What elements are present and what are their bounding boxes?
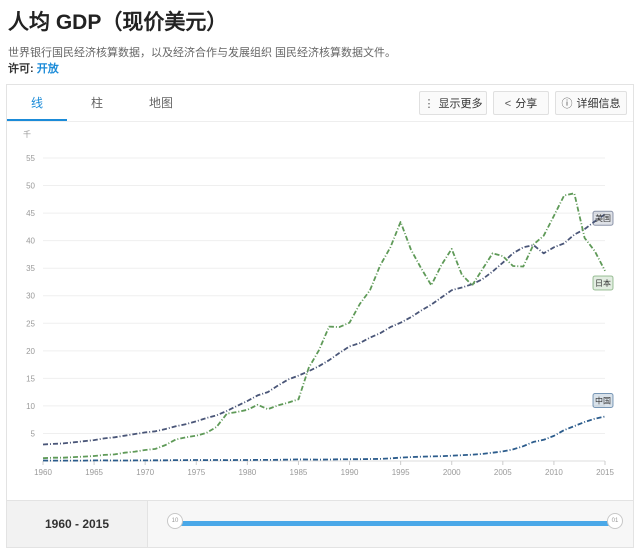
source-description: 世界银行国民经济核算数据，以及经济合作与发展组织 国民经济核算数据文件。	[8, 47, 397, 59]
share-label: 分享	[515, 98, 538, 110]
license-link[interactable]: 开放	[36, 63, 59, 75]
y-tick-label: 15	[26, 374, 35, 383]
x-tick-label: 2015	[596, 468, 614, 477]
x-tick-label: 2005	[494, 468, 512, 477]
series-end-label-box	[592, 210, 614, 226]
y-tick-label: 10	[26, 402, 35, 411]
x-axis: 1960 1965 1970 1975 1980 1985 1990 1995 2000 2005…	[34, 460, 614, 477]
series-line-usa	[42, 213, 606, 446]
series-line-china	[42, 415, 606, 462]
details-button[interactable]: ⓘ 详细信息	[555, 91, 627, 115]
series-end-label-usa: 美国	[595, 213, 611, 223]
x-tick-label: 1985	[290, 468, 308, 477]
y-unit-label: 千	[23, 129, 31, 139]
year-range-label: 1960 - 2015	[7, 501, 148, 547]
vertical-dots-icon: ⋮	[423, 98, 435, 110]
tab-map[interactable]: 地图	[148, 96, 173, 110]
details-label: 详细信息	[576, 98, 621, 110]
series-end-label-box	[592, 393, 614, 409]
x-tick-label: 1960	[34, 468, 52, 477]
show-more-label: 显示更多	[438, 98, 483, 110]
page-title: 人均 GDP（现价美元）	[8, 11, 228, 34]
license-line: 许可: 开放	[8, 60, 59, 76]
x-tick-label: 1970	[136, 468, 154, 477]
info-icon: ⓘ	[561, 98, 573, 110]
tab-bar[interactable]: 柱	[90, 96, 103, 110]
time-range-footer: 1960 - 2015 10 01	[6, 500, 634, 548]
slider-start-handle[interactable]: 10	[167, 513, 183, 529]
license-label: 许可:	[8, 63, 34, 75]
y-tick-label: 40	[26, 237, 35, 246]
y-tick-label: 55	[26, 154, 35, 163]
series-end-label-box	[592, 275, 614, 291]
y-tick-label: 5	[31, 429, 36, 438]
year-range-track[interactable]	[175, 521, 615, 526]
y-tick-label: 30	[26, 292, 35, 301]
chart-panel: 线 柱 地图 ⋮ 显示更多 < 分享 ⓘ 详细信息 千 5 10 15 20 25 30 35 40…	[6, 84, 634, 500]
y-tick-label: 50	[26, 182, 35, 191]
x-tick-label: 1980	[238, 468, 256, 477]
y-tick-label: 25	[26, 319, 35, 328]
y-tick-label: 45	[26, 209, 35, 218]
y-tick-label: 20	[26, 347, 35, 356]
tab-line[interactable]: 线	[7, 85, 67, 121]
y-tick-label: 35	[26, 264, 35, 273]
share-icon: <	[504, 98, 512, 110]
tabs-divider	[7, 121, 633, 122]
x-tick-label: 1965	[85, 468, 103, 477]
x-tick-label: 2000	[443, 468, 461, 477]
series-line-japan	[42, 192, 606, 460]
series-lines	[42, 192, 606, 462]
x-tick-label: 2010	[545, 468, 563, 477]
share-button[interactable]: < 分享	[493, 91, 549, 115]
gridlines	[43, 157, 605, 434]
show-more-button[interactable]: ⋮ 显示更多	[419, 91, 487, 115]
x-tick-label: 1995	[392, 468, 410, 477]
series-end-label-china: 中国	[595, 396, 611, 406]
y-axis: 5 10 15 20 25 30 35 40 45 50 55	[26, 154, 35, 438]
x-tick-label: 1990	[341, 468, 359, 477]
line-chart: 千 5 10 15 20 25 30 35 40 45 50 55 1960 1965 1970 1975…	[23, 129, 614, 477]
series-end-label-japan: 日本	[595, 278, 611, 288]
slider-end-handle[interactable]: 01	[607, 513, 623, 529]
x-tick-label: 1975	[187, 468, 205, 477]
